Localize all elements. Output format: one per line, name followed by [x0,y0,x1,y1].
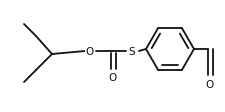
Text: S: S [128,47,135,56]
Text: O: O [86,47,94,56]
Text: O: O [108,72,117,82]
Text: O: O [205,79,213,89]
